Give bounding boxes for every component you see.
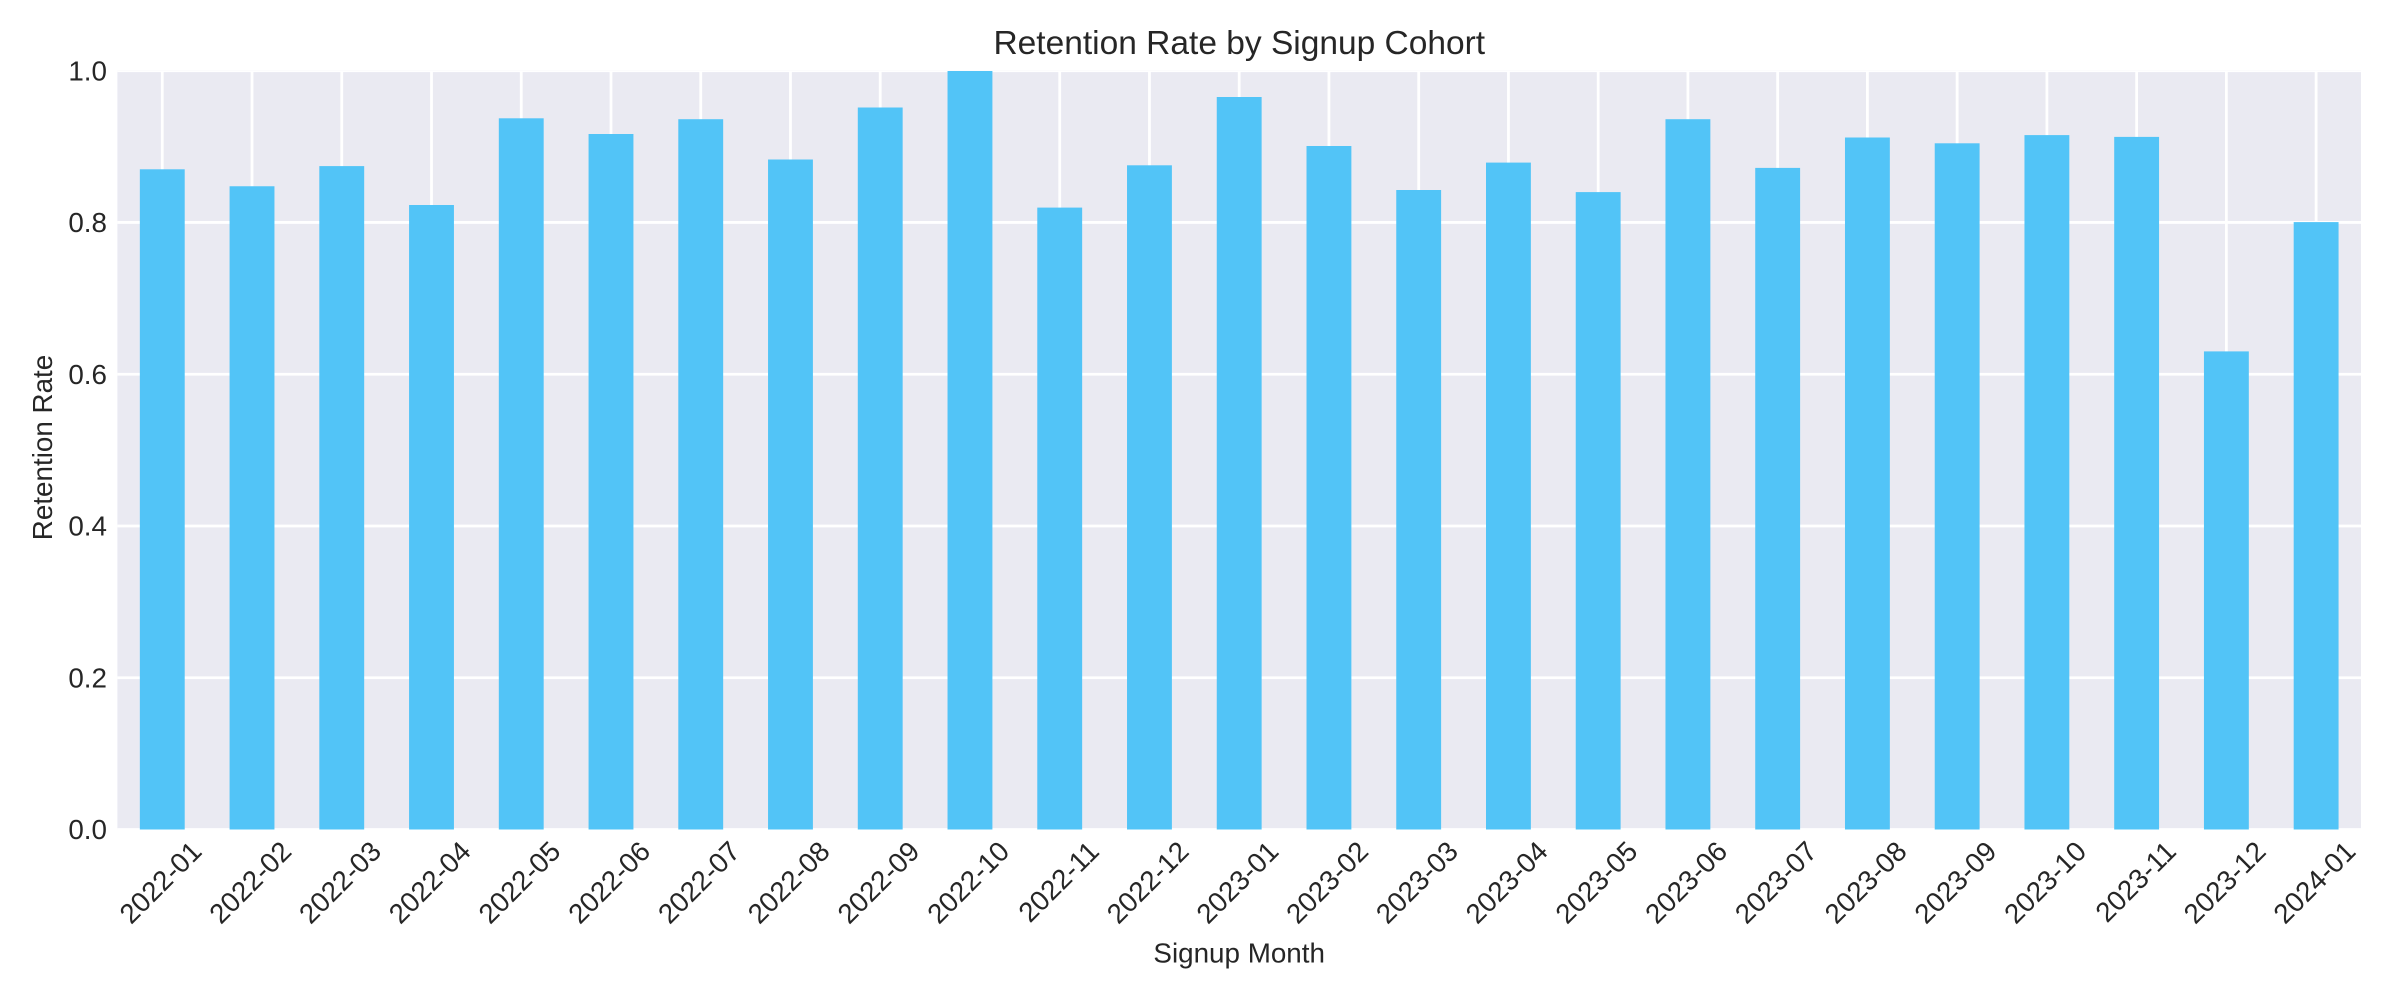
svg-text:0.8: 0.8	[68, 207, 107, 238]
svg-text:1.0: 1.0	[68, 55, 107, 86]
svg-text:0.2: 0.2	[68, 662, 107, 693]
svg-text:Retention Rate by Signup Cohor: Retention Rate by Signup Cohort	[993, 25, 1485, 62]
svg-text:0.4: 0.4	[68, 511, 107, 542]
svg-text:0.6: 0.6	[68, 359, 107, 390]
svg-text:Retention Rate: Retention Rate	[27, 355, 58, 540]
svg-text:0.0: 0.0	[68, 814, 107, 845]
svg-text:Signup Month: Signup Month	[1153, 938, 1325, 969]
